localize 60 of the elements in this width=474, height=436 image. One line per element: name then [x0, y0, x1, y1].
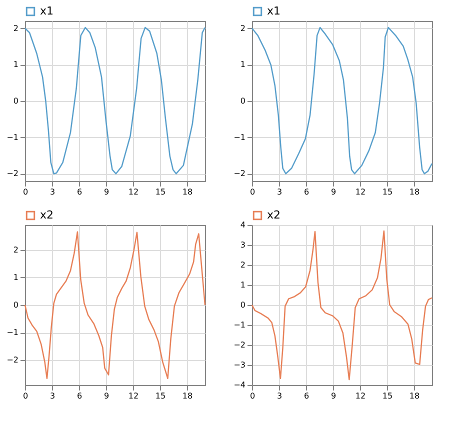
y-tick-label: 0 [240, 96, 246, 106]
x-tick-label: 9 [104, 392, 110, 400]
line-series [251, 26, 433, 174]
y-tick-label: −1 [234, 320, 246, 330]
x-tick-label: 12 [355, 188, 366, 196]
y-tick-label: 1 [240, 60, 246, 70]
x-tick-label: 6 [304, 188, 310, 196]
legend-label: x1 [40, 4, 54, 18]
y-tick-label: −4 [234, 380, 246, 390]
y-tick-label: −2 [234, 169, 246, 178]
x-tick-label: 18 [182, 188, 193, 196]
x-tick-label: 6 [304, 392, 310, 400]
x-tick-label: 3 [50, 188, 56, 196]
x-tick-label: 0 [22, 188, 28, 196]
x-tick-label: 15 [382, 188, 393, 196]
y-tick-label: 2 [13, 24, 18, 33]
line-series [24, 26, 206, 174]
y-tick-label: 0 [13, 96, 18, 106]
x-tick-label: 9 [330, 392, 336, 400]
y-tick-label: −3 [234, 360, 246, 370]
y-tick-label: −2 [6, 356, 18, 365]
y-tick-label: 0 [13, 300, 18, 310]
line-series [24, 231, 206, 380]
x-tick-label: 18 [409, 392, 420, 400]
x-tick-label: 15 [155, 392, 166, 400]
x-tick-label: 12 [355, 392, 366, 400]
y-tick-label: 1 [240, 280, 246, 290]
y-tick-label: −2 [234, 340, 246, 350]
y-tick-label: 4 [240, 220, 246, 230]
x-tick-label: 6 [76, 392, 82, 400]
x-tick-label: 3 [276, 188, 282, 196]
x-tick-label: 3 [50, 392, 56, 400]
line-series [251, 230, 433, 380]
x-tick-label: 6 [76, 188, 82, 196]
x-tick-label: 0 [250, 188, 256, 196]
y-tick-label: −1 [6, 132, 18, 142]
y-tick-label: 2 [13, 245, 18, 254]
y-tick-label: 2 [240, 260, 246, 270]
legend-label: x1 [267, 4, 281, 18]
x-tick-label: 12 [128, 392, 139, 400]
y-tick-label: 1 [13, 60, 18, 70]
x-tick-label: 12 [128, 188, 139, 196]
y-tick-label: −1 [6, 328, 18, 338]
y-tick-label: −1 [234, 132, 246, 142]
legend-label: x2 [267, 208, 281, 222]
legend-label: x2 [40, 208, 54, 222]
x-tick-label: 0 [250, 392, 256, 400]
x-tick-label: 15 [155, 188, 166, 196]
x-tick-label: 9 [330, 188, 336, 196]
y-tick-label: 2 [240, 24, 246, 33]
x-tick-label: 18 [409, 188, 420, 196]
x-tick-label: 0 [22, 392, 28, 400]
y-tick-label: 3 [240, 240, 246, 250]
y-tick-label: −2 [6, 169, 18, 178]
x-tick-label: 9 [104, 188, 110, 196]
x-tick-label: 3 [276, 392, 282, 400]
y-tick-label: 1 [13, 272, 18, 282]
x-tick-label: 18 [182, 392, 193, 400]
y-tick-label: 0 [240, 300, 246, 310]
x-tick-label: 15 [382, 392, 393, 400]
